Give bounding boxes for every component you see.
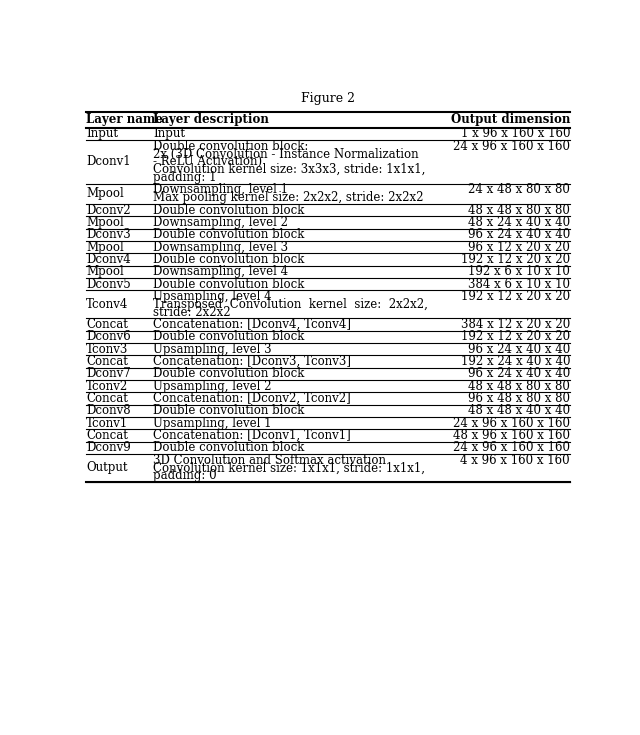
Text: Double convolution block: Double convolution block [153, 441, 304, 454]
Text: Concat: Concat [86, 392, 128, 405]
Text: 1 x 96 x 160 x 160: 1 x 96 x 160 x 160 [461, 127, 570, 140]
Text: 192 x 12 x 20 x 20: 192 x 12 x 20 x 20 [461, 253, 570, 266]
Text: 24 x 96 x 160 x 160: 24 x 96 x 160 x 160 [453, 417, 570, 429]
Text: Concatenation: [Dconv4, Tconv4]: Concatenation: [Dconv4, Tconv4] [153, 318, 351, 331]
Text: 48 x 24 x 40 x 40: 48 x 24 x 40 x 40 [468, 216, 570, 229]
Text: 24 x 96 x 160 x 160: 24 x 96 x 160 x 160 [453, 441, 570, 454]
Text: Mpool: Mpool [86, 265, 124, 279]
Text: Convolution kernel size: 3x3x3, stride: 1x1x1,: Convolution kernel size: 3x3x3, stride: … [153, 163, 426, 176]
Text: Max pooling kernel size: 2x2x2, stride: 2x2x2: Max pooling kernel size: 2x2x2, stride: … [153, 191, 424, 204]
Text: Layer description: Layer description [153, 113, 269, 126]
Text: Dconv9: Dconv9 [86, 441, 131, 454]
Text: stride: 2x2x2: stride: 2x2x2 [153, 306, 230, 318]
Text: Mpool: Mpool [86, 240, 124, 254]
Text: Output: Output [86, 462, 127, 474]
Text: Double convolution block: Double convolution block [153, 404, 304, 417]
Text: Dconv2: Dconv2 [86, 204, 131, 217]
Text: Dconv1: Dconv1 [86, 155, 131, 168]
Text: padding: 1: padding: 1 [153, 171, 216, 184]
Text: Double convolution block: Double convolution block [153, 278, 304, 290]
Text: Tconv4: Tconv4 [86, 298, 129, 311]
Text: Dconv3: Dconv3 [86, 229, 131, 241]
Text: Double convolution block: Double convolution block [153, 330, 304, 343]
Text: Downsampling, level 4: Downsampling, level 4 [153, 265, 288, 279]
Text: Output dimension: Output dimension [451, 113, 570, 126]
Text: Double convolution block: Double convolution block [153, 204, 304, 217]
Text: Dconv4: Dconv4 [86, 253, 131, 266]
Text: Double convolution block:: Double convolution block: [153, 140, 308, 153]
Text: 48 x 96 x 160 x 160: 48 x 96 x 160 x 160 [453, 429, 570, 442]
Text: 24 x 48 x 80 x 80: 24 x 48 x 80 x 80 [468, 184, 570, 196]
Text: Layer name: Layer name [86, 113, 163, 126]
Text: 384 x 6 x 10 x 10: 384 x 6 x 10 x 10 [468, 278, 570, 290]
Text: 96 x 24 x 40 x 40: 96 x 24 x 40 x 40 [468, 343, 570, 356]
Text: Dconv8: Dconv8 [86, 404, 131, 417]
Text: Transposed  Convolution  kernel  size:  2x2x2,: Transposed Convolution kernel size: 2x2x… [153, 298, 428, 311]
Text: Downsampling, level 3: Downsampling, level 3 [153, 240, 288, 254]
Text: 24 x 96 x 160 x 160: 24 x 96 x 160 x 160 [453, 140, 570, 153]
Text: Tconv2: Tconv2 [86, 379, 128, 392]
Text: Downsampling, level 1: Downsampling, level 1 [153, 184, 288, 196]
Text: Upsampling, level 2: Upsampling, level 2 [153, 379, 271, 392]
Text: Convolution kernel size: 1x1x1, stride: 1x1x1,: Convolution kernel size: 1x1x1, stride: … [153, 462, 425, 474]
Text: 96 x 12 x 20 x 20: 96 x 12 x 20 x 20 [468, 240, 570, 254]
Text: Tconv3: Tconv3 [86, 343, 129, 356]
Text: 4 x 96 x 160 x 160: 4 x 96 x 160 x 160 [460, 453, 570, 467]
Text: - ReLU Activation): - ReLU Activation) [153, 155, 262, 168]
Text: Concatenation: [Dconv1, Tconv1]: Concatenation: [Dconv1, Tconv1] [153, 429, 351, 442]
Text: 2x (3D Convolution - Instance Normalization: 2x (3D Convolution - Instance Normalizat… [153, 148, 419, 161]
Text: Double convolution block: Double convolution block [153, 368, 304, 380]
Text: Concat: Concat [86, 429, 128, 442]
Text: 192 x 12 x 20 x 20: 192 x 12 x 20 x 20 [461, 290, 570, 303]
Text: 96 x 24 x 40 x 40: 96 x 24 x 40 x 40 [468, 368, 570, 380]
Text: Double convolution block: Double convolution block [153, 229, 304, 241]
Text: Input: Input [153, 127, 185, 140]
Text: Mpool: Mpool [86, 187, 124, 201]
Text: Downsampling, level 2: Downsampling, level 2 [153, 216, 288, 229]
Text: Mpool: Mpool [86, 216, 124, 229]
Text: Tconv1: Tconv1 [86, 417, 128, 429]
Text: 96 x 48 x 80 x 80: 96 x 48 x 80 x 80 [468, 392, 570, 405]
Text: Concat: Concat [86, 355, 128, 368]
Text: Concatenation: [Dconv2, Tconv2]: Concatenation: [Dconv2, Tconv2] [153, 392, 351, 405]
Text: 192 x 6 x 10 x 10: 192 x 6 x 10 x 10 [468, 265, 570, 279]
Text: Upsampling, level 3: Upsampling, level 3 [153, 343, 271, 356]
Text: Upsampling, level 1: Upsampling, level 1 [153, 417, 271, 429]
Text: Figure 2: Figure 2 [301, 92, 355, 105]
Text: Upsampling, level 4: Upsampling, level 4 [153, 290, 271, 303]
Text: 48 x 48 x 80 x 80: 48 x 48 x 80 x 80 [468, 204, 570, 217]
Text: 3D Convolution and Softmax activation: 3D Convolution and Softmax activation [153, 453, 386, 467]
Text: 192 x 24 x 40 x 40: 192 x 24 x 40 x 40 [461, 355, 570, 368]
Text: padding: 0: padding: 0 [153, 469, 216, 482]
Text: 384 x 12 x 20 x 20: 384 x 12 x 20 x 20 [461, 318, 570, 331]
Text: Concat: Concat [86, 318, 128, 331]
Text: Dconv7: Dconv7 [86, 368, 131, 380]
Text: 96 x 24 x 40 x 40: 96 x 24 x 40 x 40 [468, 229, 570, 241]
Text: 192 x 12 x 20 x 20: 192 x 12 x 20 x 20 [461, 330, 570, 343]
Text: Double convolution block: Double convolution block [153, 253, 304, 266]
Text: Concatenation: [Dconv3, Tconv3]: Concatenation: [Dconv3, Tconv3] [153, 355, 351, 368]
Text: Input: Input [86, 127, 118, 140]
Text: Dconv6: Dconv6 [86, 330, 131, 343]
Text: Dconv5: Dconv5 [86, 278, 131, 290]
Text: 48 x 48 x 80 x 80: 48 x 48 x 80 x 80 [468, 379, 570, 392]
Text: 48 x 48 x 40 x 40: 48 x 48 x 40 x 40 [468, 404, 570, 417]
